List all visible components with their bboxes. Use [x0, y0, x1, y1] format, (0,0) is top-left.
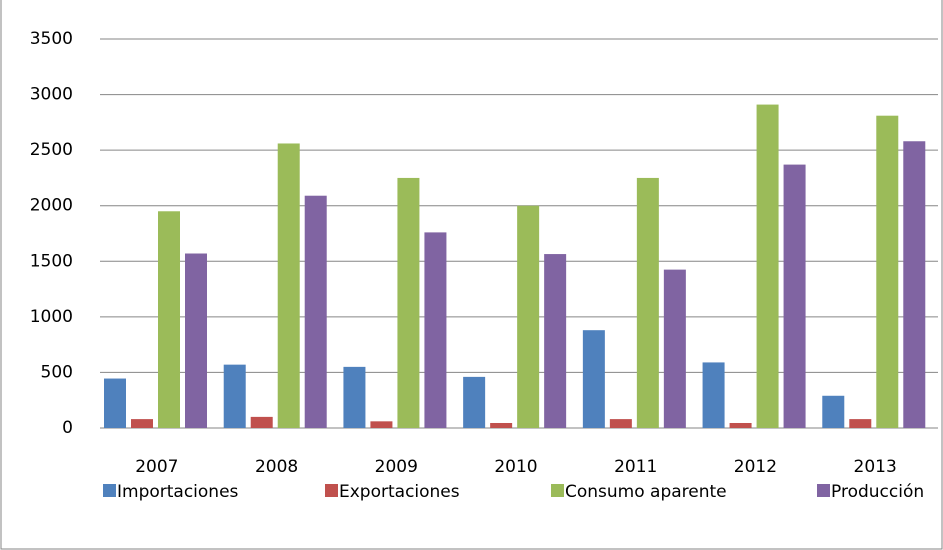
- bar: [104, 378, 126, 428]
- legend-label: Exportaciones: [339, 482, 460, 502]
- x-tick-label: 2011: [614, 457, 657, 477]
- y-tick-label: 3500: [30, 29, 73, 49]
- bar: [304, 195, 327, 428]
- bar: [517, 205, 540, 428]
- bar: [544, 254, 567, 428]
- bar: [822, 395, 845, 428]
- bar: [250, 416, 273, 428]
- y-tick-label: 1500: [30, 251, 73, 271]
- bar: [903, 141, 926, 428]
- bar: [370, 421, 393, 428]
- y-tick-label: 2000: [30, 196, 73, 216]
- x-tick-label: 2013: [854, 457, 897, 477]
- bar: [876, 115, 899, 428]
- y-tick-label: 0: [62, 418, 73, 438]
- legend-swatch: [325, 484, 338, 497]
- x-tick-label: 2008: [255, 457, 298, 477]
- legend-swatch: [103, 484, 116, 497]
- legend-swatch: [817, 484, 830, 497]
- bar: [609, 419, 632, 428]
- bar: [397, 177, 420, 428]
- bar: [702, 362, 725, 428]
- x-tick-label: 2012: [734, 457, 777, 477]
- bar: [343, 366, 366, 428]
- bar: [490, 422, 513, 428]
- bar: [223, 364, 246, 428]
- y-tick-label: 3000: [30, 85, 73, 105]
- bar: [756, 104, 779, 429]
- y-tick-label: 2500: [30, 140, 73, 160]
- bar: [277, 143, 300, 428]
- legend-swatch: [551, 484, 564, 497]
- legend-label: Importaciones: [117, 482, 239, 502]
- y-tick-label: 500: [41, 362, 73, 382]
- bar: [424, 232, 447, 428]
- bar: [729, 422, 752, 428]
- bar: [636, 177, 659, 428]
- legend-label: Consumo aparente: [565, 482, 727, 502]
- y-tick-label: 1000: [30, 307, 73, 327]
- bar: [158, 211, 180, 428]
- bar: [131, 419, 153, 428]
- bar: [463, 376, 486, 428]
- bar: [185, 253, 207, 428]
- bar: [849, 419, 872, 428]
- x-tick-label: 2007: [135, 457, 178, 477]
- bar: [582, 330, 605, 428]
- bar: [783, 164, 806, 428]
- x-tick-label: 2009: [375, 457, 418, 477]
- legend-label: Producción: [831, 482, 924, 502]
- x-tick-label: 2010: [494, 457, 537, 477]
- bar: [663, 269, 686, 428]
